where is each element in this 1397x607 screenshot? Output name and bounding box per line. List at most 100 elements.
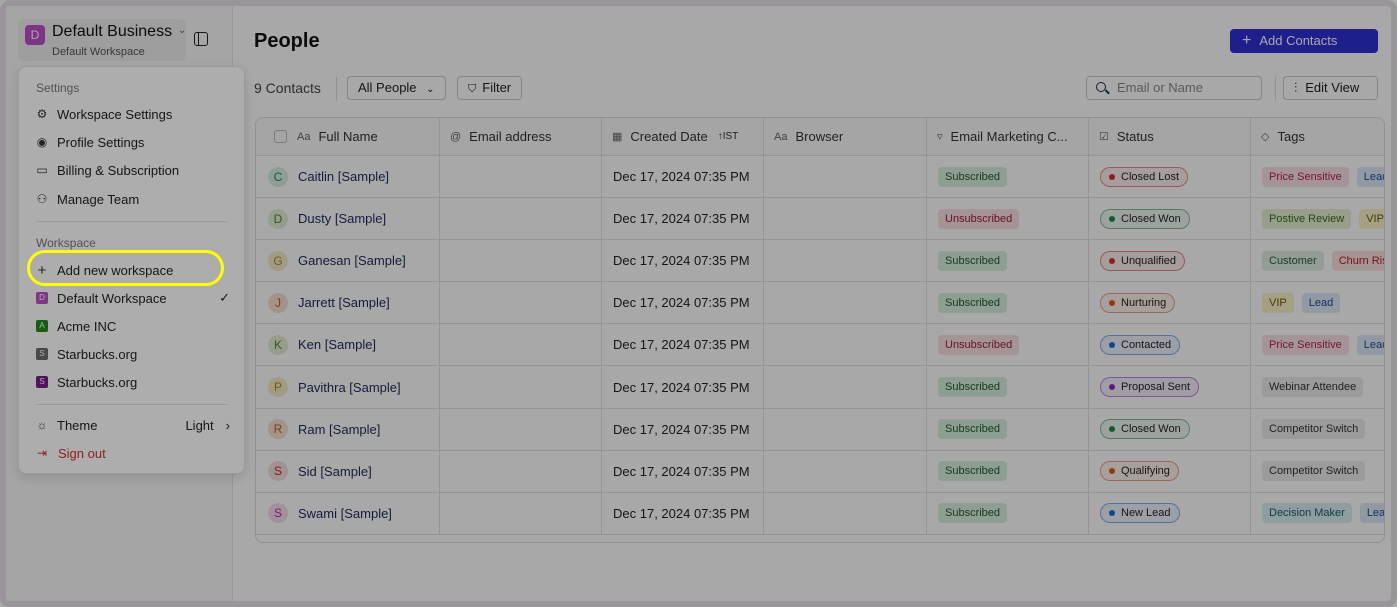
email-marketing-cell[interactable]: Subscribed [927,366,1089,408]
browser-cell[interactable] [764,408,927,450]
workspace-item[interactable]: S Starbucks.org [36,343,230,365]
email-cell[interactable] [440,408,602,450]
name-cell[interactable]: S Sid [Sample] [256,450,440,492]
table-row[interactable]: P Pavithra [Sample] Dec 17, 2024 07:35 PM… [256,366,1384,409]
workspace-item[interactable]: A Acme INC [36,315,230,337]
browser-cell[interactable] [764,366,927,408]
name-cell[interactable]: J Jarrett [Sample] [256,282,440,324]
email-marketing-cell[interactable]: Unsubscribed [927,324,1089,366]
workspace-avatar: S [36,348,48,360]
status-cell[interactable]: Closed Won [1089,408,1251,450]
column-created-date[interactable]: ▦ Created Date ↑ IST [602,118,764,155]
browser-cell[interactable] [764,156,927,197]
email-cell[interactable] [440,492,602,534]
collapse-sidebar-icon[interactable] [194,32,208,46]
table-row[interactable]: K Ken [Sample] Dec 17, 2024 07:35 PM Unsu… [256,324,1384,367]
browser-cell[interactable] [764,324,927,366]
menu-item-billing[interactable]: ▭ Billing & Subscription [36,159,230,181]
browser-cell[interactable] [764,198,927,240]
menu-item-profile-settings[interactable]: ◉ Profile Settings [36,131,230,153]
contact-name[interactable]: Jarrett [Sample] [298,295,390,311]
email-marketing-cell[interactable]: Subscribed [927,156,1089,197]
theme-menu-item[interactable]: ☼ Theme Light › [36,414,231,436]
email-marketing-cell[interactable]: Subscribed [927,408,1089,450]
tags-cell[interactable]: Price Sensitive Lead [1251,156,1384,197]
name-cell[interactable]: P Pavithra [Sample] [256,366,440,408]
tags-cell[interactable]: Customer Churn Risk [1251,240,1384,281]
status-cell[interactable]: Nurturing [1089,282,1251,324]
tags-cell[interactable]: Competitor Switch [1251,409,1384,450]
menu-item-manage-team[interactable]: ⚇ Manage Team [36,188,230,210]
contact-name[interactable]: Ken [Sample] [298,337,377,353]
tags-cell[interactable]: Postive Review VIP [1251,198,1384,239]
tags-cell[interactable]: VIP Lead [1251,282,1384,323]
status-cell[interactable]: Closed Won [1089,198,1251,240]
email-cell[interactable] [440,240,602,282]
table-row[interactable]: D Dusty [Sample] Dec 17, 2024 07:35 PM Un… [256,198,1384,241]
tags-cell[interactable]: Decision Maker Lead [1251,493,1384,534]
tags-cell[interactable]: Price Sensitive Lead [1251,324,1384,365]
contact-name[interactable]: Dusty [Sample] [298,211,387,227]
contact-name[interactable]: Swami [Sample] [298,505,392,521]
name-cell[interactable]: C Caitlin [Sample] [256,156,440,197]
email-cell[interactable] [440,450,602,492]
contact-name[interactable]: Pavithra [Sample] [298,379,401,395]
tag-chip: Price Sensitive [1262,334,1349,355]
filter-button[interactable]: ⛉ Filter [457,76,523,100]
tags-cell[interactable]: Webinar Attendee [1251,367,1384,408]
email-cell[interactable] [440,366,602,408]
email-cell[interactable] [440,282,602,324]
table-row[interactable]: S Swami [Sample] Dec 17, 2024 07:35 PM Su… [256,492,1384,535]
name-cell[interactable]: G Ganesan [Sample] [256,240,440,282]
name-cell[interactable]: R Ram [Sample] [256,408,440,450]
column-email[interactable]: @ Email address [440,118,602,155]
column-full-name[interactable]: Aa Full Name [256,118,440,155]
business-switcher[interactable]: D Default Business Default Workspace ⌄ [18,19,186,61]
status-cell[interactable]: Proposal Sent [1089,366,1251,408]
search-input[interactable]: Email or Name [1086,76,1262,100]
table-row[interactable]: C Caitlin [Sample] Dec 17, 2024 07:35 PM … [256,156,1384,198]
status-cell[interactable]: Closed Lost [1089,156,1251,197]
status-cell[interactable]: Qualifying [1089,450,1251,492]
email-marketing-cell[interactable]: Subscribed [927,492,1089,534]
view-select[interactable]: All People ⌄ [347,76,446,100]
browser-cell[interactable] [764,240,927,282]
browser-cell[interactable] [764,492,927,534]
status-cell[interactable]: Unqualified [1089,240,1251,282]
table-row[interactable]: G Ganesan [Sample] Dec 17, 2024 07:35 PM … [256,240,1384,283]
browser-cell[interactable] [764,282,927,324]
email-cell[interactable] [440,324,602,366]
workspace-item[interactable]: D Default Workspace ✓ [36,287,230,309]
column-status[interactable]: ☑ Status [1089,118,1251,155]
name-cell[interactable]: D Dusty [Sample] [256,198,440,240]
add-contacts-button[interactable]: + Add Contacts [1230,29,1378,53]
browser-cell[interactable] [764,450,927,492]
contact-name[interactable]: Caitlin [Sample] [298,169,390,184]
column-browser[interactable]: Aa Browser [764,118,927,155]
tags-cell[interactable]: Competitor Switch [1251,451,1384,492]
status-cell[interactable]: New Lead [1089,492,1251,534]
workspace-item[interactable]: S Starbucks.org [36,371,230,393]
contact-name[interactable]: Sid [Sample] [298,463,372,479]
select-all-checkbox[interactable] [274,130,287,143]
email-marketing-cell[interactable]: Subscribed [927,450,1089,492]
table-row[interactable]: J Jarrett [Sample] Dec 17, 2024 07:35 PM … [256,282,1384,325]
sign-out-button[interactable]: ⇥ Sign out [36,442,230,464]
email-marketing-cell[interactable]: Subscribed [927,282,1089,324]
name-cell[interactable]: K Ken [Sample] [256,324,440,366]
menu-item-workspace-settings[interactable]: ⚙ Workspace Settings [36,103,230,125]
contact-name[interactable]: Ganesan [Sample] [298,253,406,269]
email-cell[interactable] [440,198,602,240]
edit-view-button[interactable]: ⫶ Edit View [1283,76,1378,100]
name-cell[interactable]: S Swami [Sample] [256,492,440,534]
email-cell[interactable] [440,156,602,197]
email-marketing-cell[interactable]: Subscribed [927,240,1089,282]
contact-name[interactable]: Ram [Sample] [298,421,381,437]
status-cell[interactable]: Contacted [1089,324,1251,366]
column-tags[interactable]: ◇ Tags [1251,118,1384,155]
column-email-marketing[interactable]: ▿ Email Marketing C... [927,118,1089,155]
table-row[interactable]: S Sid [Sample] Dec 17, 2024 07:35 PM Subs… [256,450,1384,493]
email-marketing-cell[interactable]: Unsubscribed [927,198,1089,240]
table-row[interactable]: R Ram [Sample] Dec 17, 2024 07:35 PM Subs… [256,408,1384,451]
status-dot [1109,468,1115,475]
